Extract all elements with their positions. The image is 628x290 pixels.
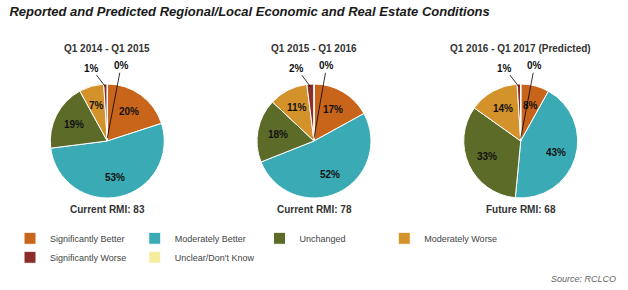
svg-text:52%: 52% bbox=[320, 169, 340, 180]
svg-text:11%: 11% bbox=[287, 102, 307, 113]
svg-text:1%: 1% bbox=[497, 63, 512, 74]
svg-text:Moderately Better: Moderately Better bbox=[175, 234, 246, 244]
svg-text:Unchanged: Unchanged bbox=[300, 234, 346, 244]
svg-text:Q1 2016 - Q1 2017 (Predicted): Q1 2016 - Q1 2017 (Predicted) bbox=[450, 43, 591, 54]
svg-text:0%: 0% bbox=[114, 60, 129, 71]
svg-text:Reported and Predicted Regiona: Reported and Predicted Regional/Local Ec… bbox=[9, 4, 489, 19]
svg-text:2%: 2% bbox=[289, 63, 304, 74]
svg-text:Moderately Worse: Moderately Worse bbox=[424, 234, 497, 244]
svg-text:Significantly Worse: Significantly Worse bbox=[50, 253, 126, 263]
svg-text:14%: 14% bbox=[493, 103, 513, 114]
svg-text:17%: 17% bbox=[323, 104, 343, 115]
svg-text:Significantly Better: Significantly Better bbox=[50, 234, 125, 244]
svg-text:Current RMI: 78: Current RMI: 78 bbox=[277, 204, 352, 215]
svg-text:Future RMI: 68: Future RMI: 68 bbox=[486, 204, 556, 215]
svg-text:53%: 53% bbox=[105, 172, 125, 183]
svg-text:20%: 20% bbox=[119, 106, 139, 117]
svg-text:33%: 33% bbox=[477, 151, 497, 162]
svg-text:0%: 0% bbox=[527, 60, 542, 71]
svg-text:43%: 43% bbox=[546, 147, 566, 158]
svg-text:Current RMI: 83: Current RMI: 83 bbox=[70, 204, 145, 215]
svg-text:1%: 1% bbox=[84, 63, 99, 74]
svg-text:19%: 19% bbox=[64, 119, 84, 130]
svg-text:0%: 0% bbox=[319, 60, 334, 71]
svg-text:Unclear/Don't Know: Unclear/Don't Know bbox=[175, 253, 255, 263]
svg-text:7%: 7% bbox=[89, 100, 104, 111]
svg-text:Q1 2014 - Q1 2015: Q1 2014 - Q1 2015 bbox=[64, 43, 150, 54]
svg-text:18%: 18% bbox=[268, 129, 288, 140]
svg-text:Q1 2015 - Q1 2016: Q1 2015 - Q1 2016 bbox=[271, 43, 357, 54]
svg-text:Source: RCLCO: Source: RCLCO bbox=[551, 274, 616, 284]
svg-text:8%: 8% bbox=[523, 100, 538, 111]
